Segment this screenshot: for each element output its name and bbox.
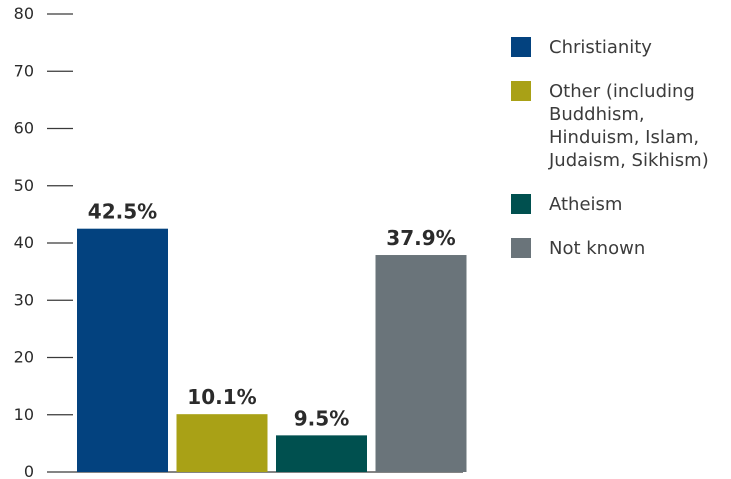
y-tick-label: 50 <box>14 176 34 195</box>
bar-value-label: 42.5% <box>88 200 157 224</box>
legend-swatch-atheism <box>511 194 531 214</box>
bar-value-label: 9.5% <box>294 406 349 430</box>
legend-item-atheism: Atheism <box>511 193 726 216</box>
legend-label-christianity: Christianity <box>549 37 652 58</box>
legend-label-atheism: Atheism <box>549 194 623 215</box>
legend-swatch-other <box>511 81 531 101</box>
y-tick-label: 60 <box>14 119 34 138</box>
legend-item-christianity: Christianity <box>511 36 726 59</box>
data-labels: 42.5% 10.1% 9.5% 37.9% <box>88 200 456 431</box>
legend: Christianity Other (including Buddhism, … <box>511 36 726 281</box>
legend-item-not-known: Not known <box>511 237 726 260</box>
bar-value-label: 10.1% <box>187 385 256 409</box>
y-tick-label: 70 <box>14 61 34 80</box>
bars <box>77 228 467 472</box>
y-tick-label: 0 <box>24 462 34 479</box>
legend-swatch-not-known <box>511 238 531 258</box>
legend-label-not-known: Not known <box>549 238 646 259</box>
legend-swatch-christianity <box>511 37 531 57</box>
bar <box>176 414 268 472</box>
y-tick-label: 20 <box>14 348 34 367</box>
bar <box>77 228 168 472</box>
y-tick-label: 80 <box>14 4 34 23</box>
bar-chart: 0 10 20 30 40 50 60 70 80 42.5% 10.1% 9.5% 37.9% <box>14 4 467 479</box>
bar <box>375 255 467 472</box>
bar <box>276 435 367 472</box>
y-tick-label: 40 <box>14 233 34 252</box>
legend-item-other: Other (including Buddhism, Hinduism, Isl… <box>511 80 726 172</box>
y-tick-label: 10 <box>14 405 34 424</box>
y-tick-label: 30 <box>14 290 34 309</box>
legend-label-other: Other (including Buddhism, Hinduism, Isl… <box>549 81 709 171</box>
y-axis: 0 10 20 30 40 50 60 70 80 <box>14 4 463 479</box>
bar-value-label: 37.9% <box>386 226 455 250</box>
